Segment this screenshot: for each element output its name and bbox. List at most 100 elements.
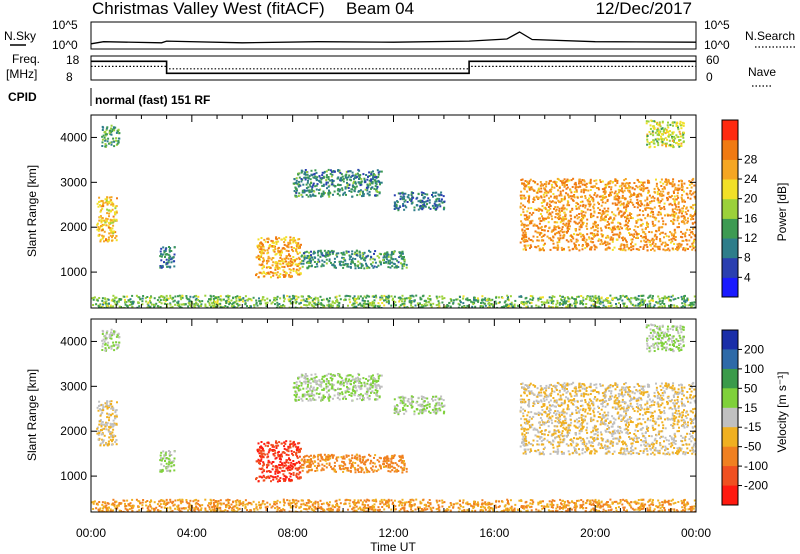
power-cell xyxy=(636,226,639,228)
power-cell xyxy=(233,301,236,304)
power-cell xyxy=(589,209,592,211)
power-cell xyxy=(573,183,576,186)
power-cell xyxy=(373,252,375,255)
velocity-cell xyxy=(172,460,175,463)
power-cell xyxy=(687,247,689,250)
power-cell xyxy=(601,201,604,204)
power-cell xyxy=(608,185,611,188)
power-cell xyxy=(574,187,577,190)
power-cell xyxy=(639,209,641,212)
velocity-cell xyxy=(272,476,275,479)
power-cell xyxy=(173,260,176,263)
power-cell xyxy=(623,179,626,182)
power-cell xyxy=(690,215,693,217)
power-cell xyxy=(449,298,452,300)
power-cell xyxy=(585,189,588,192)
power-cell xyxy=(558,232,561,235)
power-cell xyxy=(641,222,644,225)
power-cell xyxy=(197,305,200,308)
velocity-cell xyxy=(101,407,104,410)
power-cell xyxy=(266,297,269,300)
power-cell xyxy=(168,246,170,248)
power-cell xyxy=(639,303,642,306)
power-cell xyxy=(159,299,162,302)
power-cell xyxy=(364,306,367,308)
power-cell xyxy=(247,297,250,300)
power-cell xyxy=(307,176,310,179)
power-cell xyxy=(685,206,688,209)
power-cell xyxy=(393,251,395,254)
power-cell xyxy=(651,242,654,245)
power-cell xyxy=(313,251,316,254)
power-cell xyxy=(673,141,675,143)
power-cell xyxy=(338,294,341,297)
power-cell xyxy=(410,301,413,304)
velocity-cell xyxy=(108,400,111,403)
power-cell xyxy=(526,216,528,219)
power-cell xyxy=(139,298,142,301)
power-cell xyxy=(363,306,366,308)
power-cell xyxy=(670,295,673,298)
power-cell xyxy=(278,274,281,277)
power-cell xyxy=(439,205,442,208)
power-cell xyxy=(545,180,548,183)
power-cell xyxy=(562,182,565,184)
power-cell xyxy=(681,194,684,197)
power-cell xyxy=(597,188,600,191)
power-cell xyxy=(250,299,253,302)
power-cell xyxy=(525,306,528,308)
power-cell xyxy=(423,201,426,203)
power-cell xyxy=(424,299,427,302)
power-cell xyxy=(236,295,239,298)
power-cell xyxy=(616,298,619,301)
power-cell xyxy=(543,217,546,220)
power-cell xyxy=(170,261,173,264)
power-cell xyxy=(565,239,568,242)
power-cell xyxy=(589,182,592,185)
power-cell xyxy=(593,248,596,251)
power-cell xyxy=(588,299,591,302)
power-cell xyxy=(325,183,328,186)
power-cell xyxy=(646,143,649,146)
power-cell xyxy=(386,296,389,299)
power-cell xyxy=(353,176,356,179)
power-cell xyxy=(287,261,290,264)
power-cell xyxy=(543,183,546,186)
power-cell xyxy=(346,181,348,184)
power-cell xyxy=(328,258,331,261)
power-cell xyxy=(693,234,696,237)
power-cell xyxy=(288,274,291,277)
power-cell xyxy=(402,204,405,207)
power-cell xyxy=(291,238,294,241)
power-cell xyxy=(685,239,688,242)
power-cell xyxy=(367,254,370,257)
power-cell xyxy=(351,259,353,261)
power-cell xyxy=(103,219,106,222)
power-cell xyxy=(647,213,649,216)
power-cell xyxy=(349,256,352,259)
power-cell xyxy=(658,132,661,135)
power-cell xyxy=(408,298,411,301)
power-cell xyxy=(264,302,267,305)
power-cell xyxy=(551,211,554,214)
power-cell xyxy=(567,240,570,243)
power-cell xyxy=(274,297,277,299)
power-cell xyxy=(652,305,655,308)
power-cell xyxy=(366,265,369,268)
power-cell xyxy=(637,298,640,301)
power-cell xyxy=(619,245,622,248)
power-cell xyxy=(398,306,401,308)
power-cell xyxy=(622,213,625,216)
velocity-cell xyxy=(173,450,176,453)
power-cell xyxy=(520,202,523,205)
power-cell xyxy=(96,222,99,225)
power-cell xyxy=(274,299,277,302)
power-cell xyxy=(656,127,659,130)
power-cell xyxy=(619,189,622,192)
power-cell xyxy=(353,302,356,305)
velocity-cell xyxy=(111,332,114,335)
power-cell xyxy=(588,296,591,299)
power-cell xyxy=(621,237,624,240)
velocity-cell xyxy=(104,402,107,405)
